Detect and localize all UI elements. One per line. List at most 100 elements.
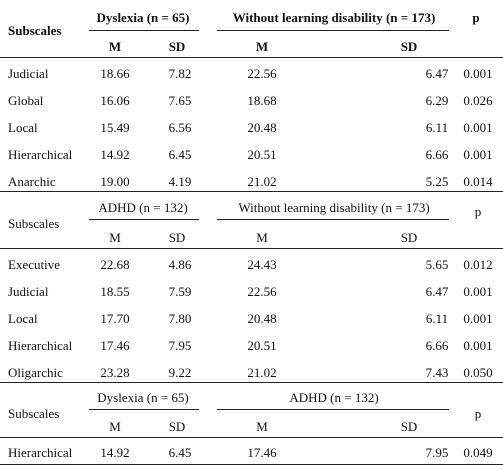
row-label: Hierarchical [8,445,73,460]
row-label: Local [8,311,38,326]
m1-value: 18.55 [100,284,130,299]
p-value: 0.026 [463,93,493,108]
m1-header: M [108,39,122,54]
sd2-value: 6.11 [425,311,449,326]
p-value: 0.001 [463,120,493,135]
sd1-value: 6.45 [168,147,192,162]
header-rule [0,248,503,249]
row-label: Hierarchical [8,338,73,353]
group1-underline [89,219,199,220]
row-label: Judicial [8,284,49,299]
m2-value: 17.46 [247,445,277,460]
row-label: Anarchic [8,174,56,189]
m1-value: 18.66 [100,66,130,81]
p-value: 0.049 [463,445,493,460]
group2-underline [217,30,449,31]
sd1-header: SD [168,230,186,245]
sd1-value: 9.22 [168,365,192,380]
p-value: 0.001 [463,311,493,326]
sd1-value: 7.65 [168,93,192,108]
m2-header: M [256,230,268,245]
m1-value: 14.92 [100,445,130,460]
p-header: p [474,406,482,421]
group2-underline [217,219,449,220]
p-value: 0.001 [463,284,493,299]
row-label: Oligarchic [8,365,63,380]
group1-header: Dyslexia (n = 65) [96,10,190,25]
group1-underline [89,30,199,31]
group1-header: Dyslexia (n = 65) [97,390,189,405]
sd1-value: 4.86 [168,257,192,272]
sd2-value: 6.66 [425,147,449,162]
sd1-header: SD [168,419,186,434]
row-label: Hierarchical [8,147,73,162]
header-rule [0,437,503,438]
sd2-value: 6.47 [425,66,449,81]
m1-value: 16.06 [100,93,130,108]
sd2-header: SD [400,419,418,434]
m1-value: 15.49 [100,120,130,135]
row-label: Executive [8,257,60,272]
m2-value: 21.02 [247,365,277,380]
sd1-value: 7.59 [168,284,192,299]
m1-value: 17.46 [100,338,130,353]
sd2-value: 6.29 [425,93,449,108]
m2-value: 22.56 [247,66,277,81]
m1-value: 17.70 [100,311,130,326]
row-label: Judicial [8,66,49,81]
m2-value: 24.43 [247,257,277,272]
m1-header: M [109,230,121,245]
group1-header: ADHD (n = 132) [98,200,188,215]
sd2-value: 6.66 [425,338,449,353]
sd2-header: SD [400,39,418,54]
sd1-value: 7.82 [168,66,192,81]
sd2-value: 5.25 [425,174,449,189]
m2-value: 21.02 [247,174,277,189]
p-value: 0.050 [463,365,493,380]
m1-header: M [109,419,121,434]
m2-value: 18.68 [247,93,277,108]
p-value: 0.001 [463,66,493,81]
p-value: 0.001 [463,147,493,162]
section-rule [0,382,503,383]
sd1-value: 7.95 [168,338,192,353]
sd1-value: 4.19 [168,174,192,189]
p-value: 0.012 [463,257,493,272]
sd1-value: 7.80 [168,311,192,326]
sd2-value: 7.43 [425,365,449,380]
row-label: Local [8,120,38,135]
bottom-rule [0,464,503,465]
subscales-header: Subscales [8,406,60,421]
subscales-header: Subscales [8,216,60,231]
m2-value: 20.51 [247,338,277,353]
m2-value: 22.56 [247,284,277,299]
m2-value: 20.48 [247,311,277,326]
row-label: Global [8,93,44,108]
m1-value: 14.92 [100,147,130,162]
sd2-value: 5.65 [425,257,449,272]
group2-header: Without learning disability (n = 173) [232,10,436,25]
sd1-value: 6.45 [168,445,192,460]
group2-header: ADHD (n = 132) [289,390,379,405]
subscales-header: Subscales [8,23,62,38]
p-value: 0.001 [463,338,493,353]
m1-value: 19.00 [100,174,130,189]
sd1-value: 6.56 [168,120,192,135]
section-rule [0,191,503,192]
m1-value: 22.68 [100,257,130,272]
group2-underline [217,409,449,410]
p-header: p [472,10,480,25]
m2-header: M [255,39,269,54]
p-header: p [474,204,482,219]
m2-header: M [256,419,268,434]
sd2-value: 7.95 [425,445,449,460]
sd1-header: SD [168,39,186,54]
group2-header: Without learning disability (n = 173) [238,200,430,215]
m1-value: 23.28 [100,365,130,380]
sd2-header: SD [400,230,418,245]
p-value: 0.014 [463,174,493,189]
group1-underline [89,409,199,410]
m2-value: 20.51 [247,147,277,162]
m2-value: 20.48 [247,120,277,135]
